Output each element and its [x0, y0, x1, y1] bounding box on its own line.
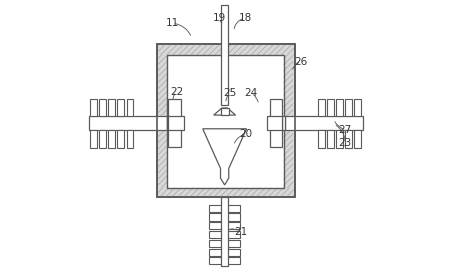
Bar [99, 130, 106, 148]
Bar [157, 44, 294, 197]
Bar [208, 257, 240, 264]
Bar [208, 213, 240, 221]
Bar [208, 249, 240, 256]
Bar [126, 130, 133, 148]
Bar [89, 116, 167, 130]
Bar [344, 99, 351, 116]
Bar [353, 130, 360, 148]
Bar [208, 222, 240, 229]
Bar [335, 99, 342, 116]
Bar [99, 99, 106, 116]
Bar [157, 44, 294, 197]
Bar [326, 99, 333, 116]
Polygon shape [202, 129, 246, 185]
Bar [266, 116, 281, 130]
Bar [281, 116, 284, 130]
Bar [208, 231, 240, 238]
Bar [220, 197, 228, 266]
Text: 24: 24 [244, 88, 257, 98]
Text: 21: 21 [233, 227, 247, 236]
Bar [208, 240, 240, 247]
Bar [208, 205, 240, 212]
Text: 18: 18 [238, 13, 251, 23]
Bar [167, 55, 283, 188]
Bar [326, 130, 333, 148]
Bar [117, 130, 124, 148]
Text: 26: 26 [294, 57, 307, 67]
Bar [317, 130, 324, 148]
Bar [108, 130, 115, 148]
Bar [168, 116, 184, 130]
Bar [167, 116, 168, 130]
Bar [269, 99, 281, 147]
Bar [108, 99, 115, 116]
Text: 11: 11 [166, 18, 179, 28]
Text: 27: 27 [338, 125, 351, 135]
Bar [344, 130, 351, 148]
Bar [168, 99, 180, 147]
Text: 22: 22 [170, 87, 183, 97]
Bar [220, 108, 228, 115]
Text: 25: 25 [222, 88, 236, 98]
Text: 20: 20 [239, 129, 252, 139]
Bar [117, 99, 124, 116]
Bar [167, 55, 283, 188]
Polygon shape [213, 108, 235, 115]
Bar [90, 99, 97, 116]
Bar [335, 130, 342, 148]
Text: 23: 23 [338, 138, 351, 148]
Bar [220, 5, 228, 105]
Bar [126, 99, 133, 116]
Bar [353, 99, 360, 116]
Bar [284, 116, 362, 130]
Bar [90, 130, 97, 148]
Text: 19: 19 [212, 13, 226, 23]
Bar [317, 99, 324, 116]
